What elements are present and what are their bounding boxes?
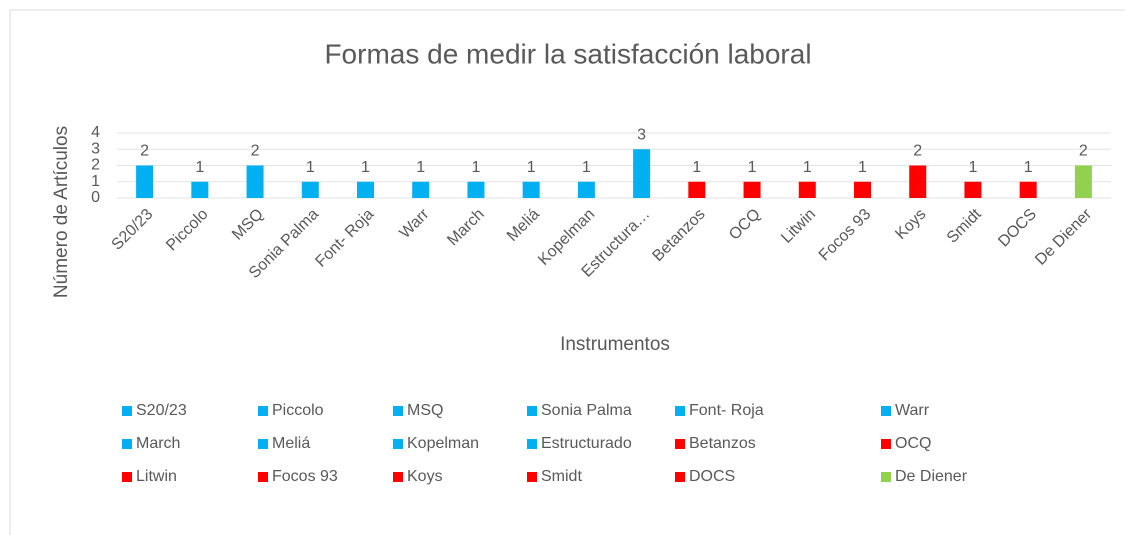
value-label: 3	[637, 126, 646, 143]
value-label: 2	[251, 143, 260, 160]
bar	[246, 165, 264, 198]
value-label: 1	[306, 159, 315, 176]
x-tick-label: S20/23	[109, 206, 157, 254]
legend-label: Litwin	[136, 468, 177, 485]
legend-swatch	[675, 472, 685, 482]
bar	[909, 165, 927, 198]
x-tick-label: Smidt	[944, 205, 985, 246]
legend-label: Estructurado	[541, 435, 632, 452]
bar	[854, 181, 871, 198]
legend-swatch	[258, 406, 268, 416]
bar	[136, 165, 154, 198]
legend-swatch	[122, 472, 132, 482]
legend-swatch	[393, 472, 403, 482]
bar	[633, 149, 651, 198]
bar	[798, 181, 816, 198]
legend-label: Meliá	[272, 435, 310, 452]
legend-swatch	[527, 472, 537, 482]
legend-swatch	[675, 439, 685, 449]
value-label: 2	[913, 143, 922, 160]
value-label: 1	[416, 159, 425, 176]
value-label: 1	[748, 159, 757, 176]
legend-swatch	[881, 406, 891, 416]
x-tick-label: Warr	[396, 205, 433, 242]
legend-swatch	[881, 472, 891, 482]
legend-label: Sonia Palma	[541, 402, 632, 419]
x-tick-label: Litwin	[778, 206, 819, 247]
bar	[577, 181, 595, 198]
bar	[191, 181, 209, 198]
x-tick-label: De Diener	[1032, 205, 1095, 268]
bar	[964, 181, 982, 198]
x-tick-label: Font- Roja	[312, 206, 377, 271]
bar	[688, 181, 706, 198]
bar	[743, 181, 761, 198]
y-tick-label: 4	[91, 124, 100, 141]
value-label: 1	[582, 159, 591, 176]
bar	[522, 181, 540, 198]
legend-label: Warr	[895, 402, 930, 419]
x-tick-label: Focos 93	[816, 206, 875, 265]
legend-label: MSQ	[407, 402, 443, 419]
legend-swatch	[122, 439, 132, 449]
x-tick-label: March	[444, 206, 487, 249]
value-label: 1	[1024, 159, 1033, 176]
value-label: 1	[195, 159, 204, 176]
x-tick-label: Betanzos	[649, 206, 708, 265]
legend-swatch	[393, 439, 403, 449]
legend-label: Piccolo	[272, 402, 324, 419]
legend-label: Smidt	[541, 468, 582, 485]
legend-label: Focos 93	[272, 468, 338, 485]
legend-label: S20/23	[136, 402, 187, 419]
legend-label: DOCS	[689, 468, 735, 485]
bar	[1074, 165, 1092, 198]
legend-label: Betanzos	[689, 435, 756, 452]
legend-label: Kopelman	[407, 435, 479, 452]
x-tick-label: DOCS	[995, 206, 1040, 251]
x-tick-label: OCQ	[726, 206, 764, 244]
bar	[301, 181, 319, 198]
value-label: 1	[692, 159, 701, 176]
value-label: 1	[803, 159, 812, 176]
legend-swatch	[675, 406, 685, 416]
y-tick-label: 0	[91, 189, 100, 206]
bar	[412, 181, 430, 198]
bar	[357, 181, 374, 198]
legend-swatch	[881, 439, 891, 449]
chart-title: Formas de medir la satisfacción laboral	[324, 38, 811, 69]
legend-swatch	[527, 439, 537, 449]
value-label: 2	[140, 143, 149, 160]
legend-swatch	[527, 406, 537, 416]
y-tick-label: 2	[91, 157, 100, 174]
legend-label: March	[136, 435, 180, 452]
x-axis-title: Instrumentos	[560, 334, 670, 355]
legend-label: Koys	[407, 468, 443, 485]
legend-label: OCQ	[895, 435, 931, 452]
chart-frame	[9, 9, 1125, 535]
bar	[467, 181, 485, 198]
x-tick-label: Piccolo	[163, 206, 212, 255]
y-tick-label: 3	[91, 140, 100, 157]
value-label: 1	[361, 159, 370, 176]
y-tick-label: 1	[91, 173, 100, 190]
legend-label: Font- Roja	[689, 402, 764, 419]
x-tick-label: Koys	[892, 206, 929, 243]
x-tick-label: MSQ	[229, 206, 267, 244]
y-axis-title: Número de Artículos	[51, 126, 72, 298]
legend-label: De Diener	[895, 468, 968, 485]
value-label: 1	[527, 159, 536, 176]
value-label: 1	[471, 159, 480, 176]
legend-swatch	[258, 472, 268, 482]
legend-swatch	[258, 439, 268, 449]
legend-swatch	[393, 406, 403, 416]
x-tick-label: Meliá	[504, 206, 543, 245]
value-label: 1	[968, 159, 977, 176]
value-label: 2	[1079, 143, 1088, 160]
bar	[1019, 181, 1037, 198]
legend-swatch	[122, 406, 132, 416]
value-label: 1	[858, 159, 867, 176]
